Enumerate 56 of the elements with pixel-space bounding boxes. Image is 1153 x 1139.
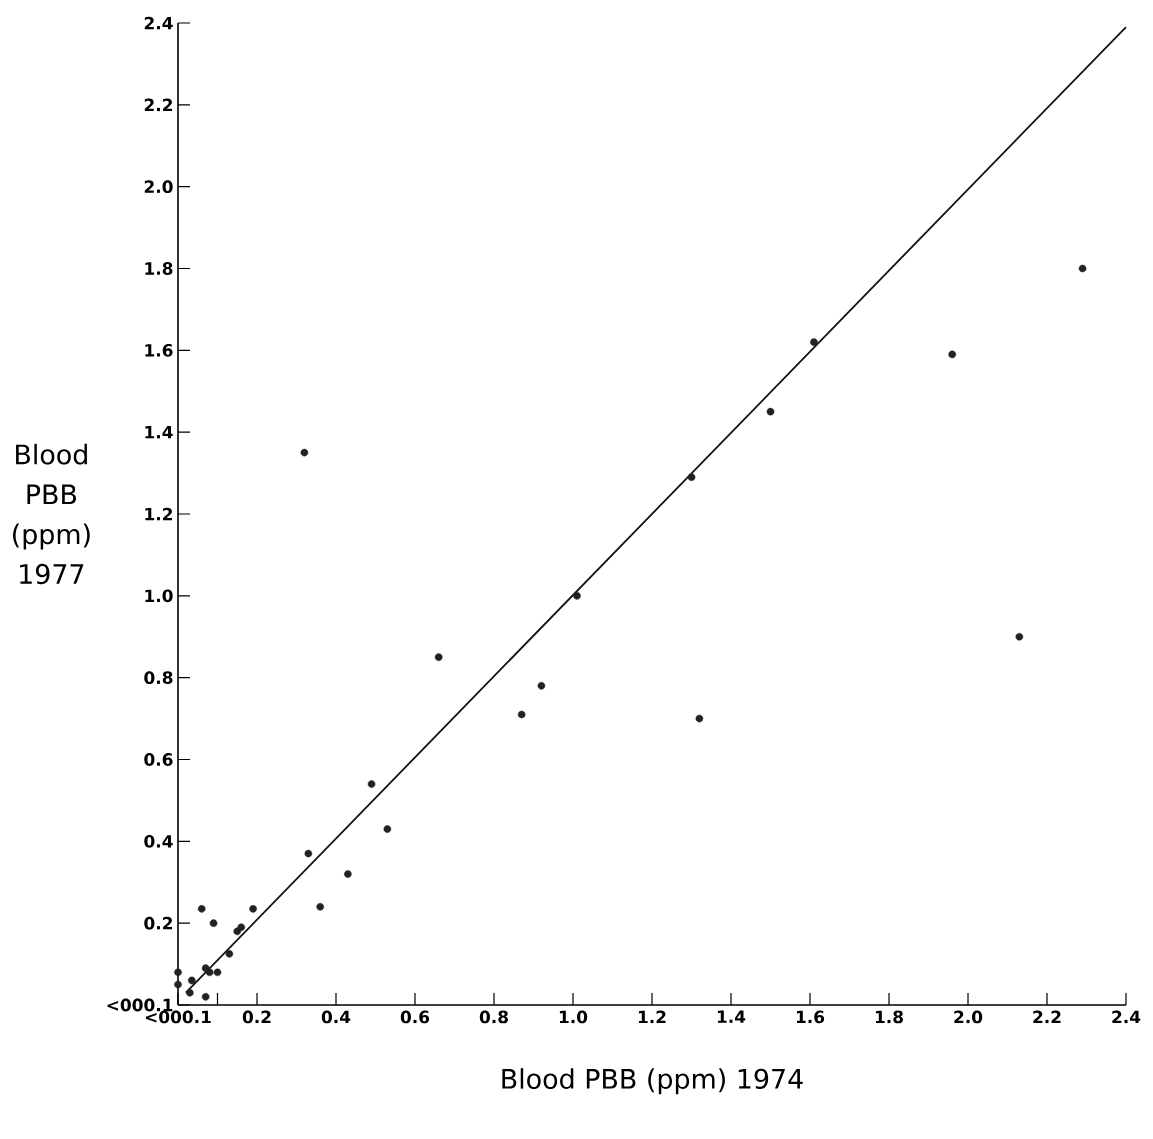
x-tick-label: 1.8: [875, 1010, 903, 1024]
point: [344, 870, 352, 878]
y-tick-label: 0.4: [144, 834, 173, 848]
x-tick-label: 1.2: [638, 1010, 666, 1024]
point: [174, 968, 182, 977]
y-tick-label: 2.2: [144, 98, 173, 112]
point: [209, 919, 218, 927]
y-tick-label: 1.4: [145, 425, 173, 439]
point: [367, 780, 376, 788]
x-tick-label: 0.2: [242, 1010, 271, 1024]
point: [434, 653, 443, 661]
y-tick-label: 2.0: [144, 180, 173, 194]
point: [316, 903, 324, 911]
x-tick-label: 0.8: [479, 1010, 508, 1024]
point: [174, 980, 182, 989]
x-axis-title: Blood PBB (ppm) 1974: [502, 1068, 803, 1095]
point: [201, 993, 210, 1001]
x-tick-label: 1.6: [796, 1010, 825, 1024]
point: [573, 592, 581, 600]
point: [304, 849, 313, 858]
y-tick-label: 1.0: [145, 589, 173, 603]
y-tick-label: 0.2: [144, 916, 173, 930]
x-tick-label: 2.4: [1112, 1010, 1141, 1024]
x-tick-label: 1.0: [559, 1010, 588, 1024]
y-axis-title: Blood PBB (ppm) 1977: [13, 443, 90, 585]
point: [695, 714, 704, 723]
point: [1015, 632, 1024, 641]
point: [948, 350, 957, 359]
point: [186, 988, 194, 997]
point: [225, 950, 234, 958]
y-tick-label: 1.6: [145, 343, 173, 357]
point: [537, 682, 546, 690]
y-tick-label: 2.4: [144, 16, 173, 30]
point: [213, 968, 222, 977]
point: [197, 905, 206, 913]
y-tick-label: 0.6: [144, 753, 173, 766]
point: [766, 407, 775, 416]
point: [517, 710, 526, 719]
point: [249, 905, 257, 913]
y-tick-label: <000.1: [107, 998, 173, 1012]
y-tick-label: 0.8: [144, 671, 173, 685]
x-tick-label: 0.4: [321, 1010, 351, 1024]
y-tick-label: 1.8: [145, 262, 173, 275]
point: [300, 448, 309, 457]
point: [810, 338, 818, 346]
y-tick-label: 1.2: [145, 507, 173, 521]
x-tick-label: 1.4: [717, 1010, 746, 1023]
point: [1078, 264, 1087, 273]
point: [233, 927, 242, 936]
x-tick-label: 0.6: [400, 1010, 430, 1024]
x-tick-label: 2.2: [1033, 1010, 1061, 1024]
point: [201, 964, 210, 972]
point: [687, 473, 696, 481]
point: [383, 825, 392, 833]
point: [188, 976, 196, 985]
x-tick-label: 2.0: [954, 1010, 983, 1024]
